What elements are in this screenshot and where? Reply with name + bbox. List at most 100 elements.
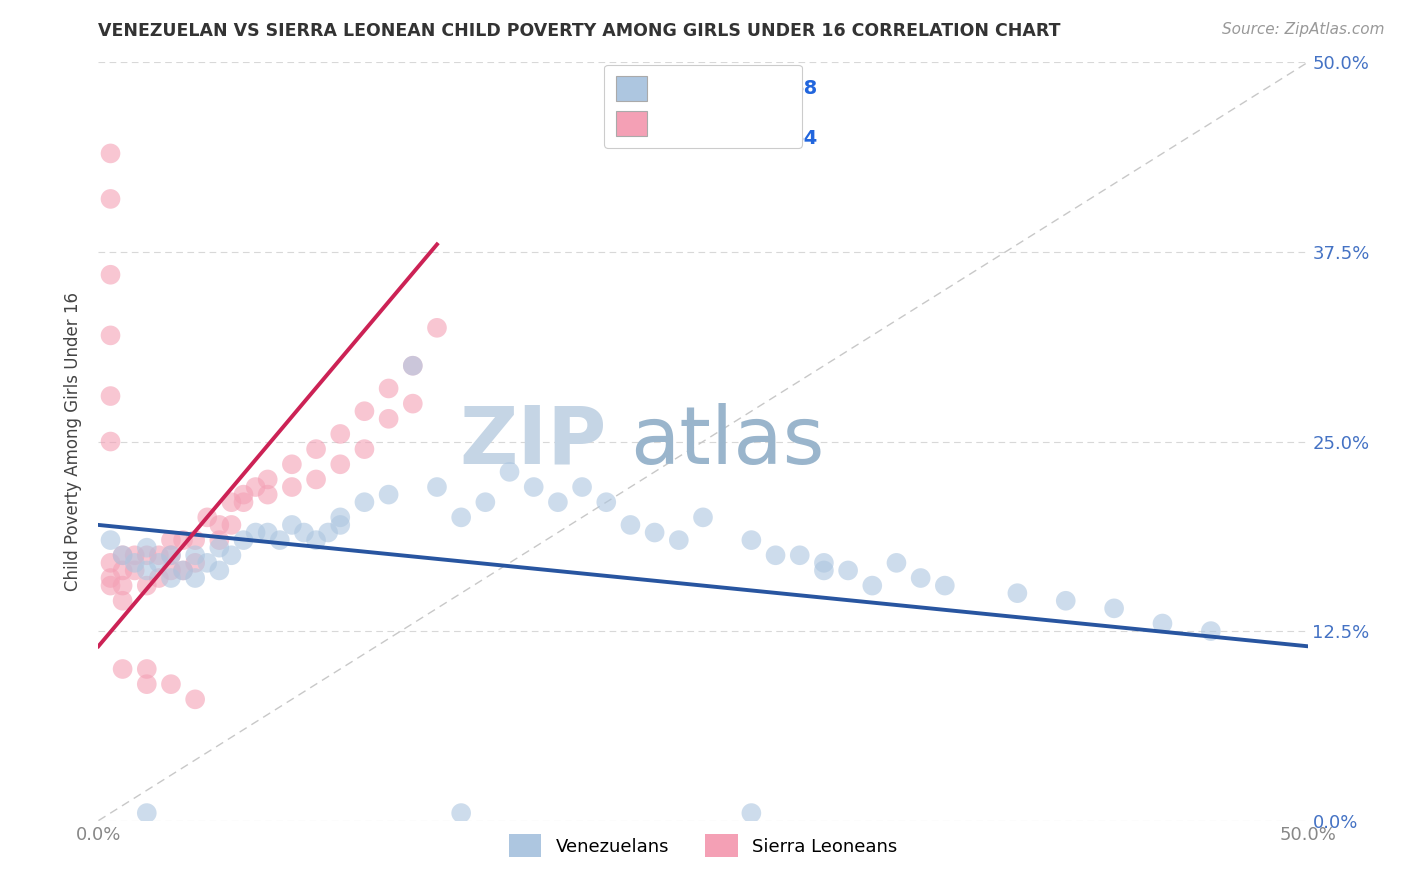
Point: [1102, 601, 1125, 615]
Point: [232, 495, 254, 509]
Point: [100, 434, 122, 449]
Point: [256, 487, 278, 501]
Point: [547, 495, 569, 509]
Point: [353, 404, 375, 418]
Y-axis label: Child Poverty Among Girls Under 16: Child Poverty Among Girls Under 16: [65, 292, 83, 591]
Point: [886, 556, 908, 570]
Point: [740, 533, 762, 548]
Point: [160, 533, 183, 548]
Point: [184, 692, 207, 706]
Point: [221, 548, 243, 563]
Point: [135, 548, 157, 563]
Point: [377, 487, 399, 501]
Point: [124, 548, 146, 563]
Point: [111, 548, 134, 563]
Point: [111, 594, 134, 608]
Text: R =: R =: [630, 128, 672, 148]
Point: [184, 548, 207, 563]
Point: [232, 533, 254, 548]
Point: [1007, 586, 1029, 600]
Point: [100, 556, 122, 570]
Point: [1152, 616, 1174, 631]
Text: N =: N =: [730, 128, 792, 148]
Point: [305, 442, 328, 457]
Text: N =: N =: [730, 79, 792, 98]
Point: [305, 533, 328, 548]
Point: [668, 533, 690, 548]
Point: [256, 525, 278, 540]
Point: [172, 564, 194, 578]
Point: [111, 662, 134, 676]
Point: [813, 564, 835, 578]
Point: [100, 533, 122, 548]
Text: -0.187: -0.187: [672, 79, 735, 98]
Point: [281, 517, 304, 532]
Point: [498, 465, 520, 479]
Point: [184, 533, 207, 548]
Point: [100, 571, 122, 585]
Point: [402, 396, 425, 410]
Point: [910, 571, 932, 585]
Point: [377, 382, 399, 396]
Point: [316, 525, 339, 540]
Point: [135, 662, 157, 676]
Point: [281, 458, 304, 472]
Point: [221, 517, 243, 532]
Point: [124, 564, 146, 578]
Point: [100, 389, 122, 403]
Point: [135, 541, 157, 555]
Point: [860, 579, 883, 593]
Point: [353, 495, 375, 509]
Point: [692, 510, 714, 524]
Point: [160, 548, 183, 563]
Text: Source: ZipAtlas.com: Source: ZipAtlas.com: [1222, 22, 1385, 37]
Point: [184, 571, 207, 585]
Point: [124, 556, 146, 570]
Point: [1054, 594, 1077, 608]
Point: [269, 533, 291, 548]
Point: [305, 473, 328, 487]
Point: [160, 571, 183, 585]
Point: [934, 579, 956, 593]
Point: [329, 510, 352, 524]
Point: [619, 517, 641, 532]
Point: [195, 556, 218, 570]
Text: atlas: atlas: [630, 402, 825, 481]
Point: [135, 579, 157, 593]
Point: [450, 510, 472, 524]
Point: [100, 192, 122, 206]
Point: [208, 533, 231, 548]
Point: [221, 495, 243, 509]
Point: [135, 806, 157, 821]
Point: [111, 564, 134, 578]
Point: [135, 564, 157, 578]
Point: [111, 548, 134, 563]
Point: [281, 480, 304, 494]
Point: [402, 359, 425, 373]
Point: [208, 517, 231, 532]
Text: 58: 58: [790, 79, 817, 98]
Point: [245, 525, 267, 540]
Point: [135, 677, 157, 691]
Point: [160, 677, 183, 691]
Point: [100, 328, 122, 343]
Text: VENEZUELAN VS SIERRA LEONEAN CHILD POVERTY AMONG GIRLS UNDER 16 CORRELATION CHAR: VENEZUELAN VS SIERRA LEONEAN CHILD POVER…: [98, 22, 1062, 40]
Point: [740, 806, 762, 821]
Point: [232, 487, 254, 501]
Point: [644, 525, 666, 540]
Point: [1199, 624, 1222, 639]
Point: [100, 268, 122, 282]
Point: [402, 359, 425, 373]
Point: [329, 458, 352, 472]
Point: [160, 548, 183, 563]
Point: [256, 473, 278, 487]
Point: [208, 564, 231, 578]
Point: [426, 480, 449, 494]
Point: [789, 548, 811, 563]
Point: [523, 480, 546, 494]
Point: [426, 320, 449, 334]
Point: [172, 564, 194, 578]
Point: [329, 427, 352, 442]
Point: [208, 541, 231, 555]
Text: 54: 54: [790, 128, 817, 148]
